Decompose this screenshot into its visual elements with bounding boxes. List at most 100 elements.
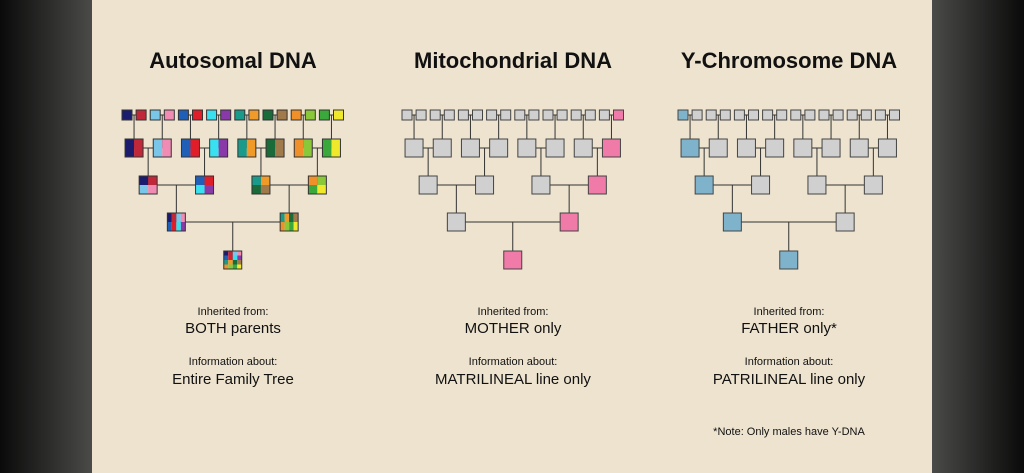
info-label: Information about: [745, 356, 834, 368]
person [790, 109, 802, 121]
person [708, 138, 728, 158]
family-tree: Autosomal DNA Inherited from: BOTH parents… [121, 48, 344, 388]
person [793, 138, 813, 158]
dna-segment [251, 185, 261, 194]
dna-segment [223, 260, 229, 265]
person [248, 109, 260, 121]
person [321, 138, 341, 158]
person [443, 109, 455, 121]
dna-segment [136, 110, 147, 120]
person [748, 109, 759, 121]
dna-segment [134, 139, 144, 157]
person [333, 109, 344, 121]
dna-segment [209, 139, 219, 157]
dna-segment [162, 139, 172, 157]
person [556, 109, 568, 121]
dna-segment [176, 213, 181, 222]
person [677, 109, 689, 121]
dna-segment [218, 139, 228, 157]
person [177, 109, 189, 121]
dna-segment [176, 222, 181, 231]
dna-segment [232, 260, 238, 265]
dna-segment [289, 222, 294, 231]
info-label: Information about: [469, 356, 558, 368]
person [432, 138, 452, 158]
dna-segment [291, 110, 302, 120]
dna-segment [232, 255, 238, 260]
person [877, 138, 897, 158]
person [694, 175, 714, 195]
dna-segment [237, 255, 242, 260]
inherited-value: BOTH parents [185, 320, 281, 337]
dna-segment [204, 185, 214, 194]
person [460, 138, 480, 158]
person [418, 175, 438, 195]
person [514, 109, 526, 121]
dna-segment [237, 139, 247, 157]
person [719, 109, 731, 121]
dna-segment [125, 139, 135, 157]
person [237, 138, 257, 158]
dna-segment [293, 222, 299, 231]
dna-segment [333, 110, 344, 120]
person [598, 109, 610, 121]
person [705, 109, 717, 121]
person [804, 109, 816, 121]
person [404, 138, 424, 158]
person [293, 138, 313, 158]
dna-segment [190, 139, 200, 157]
person [680, 138, 700, 158]
person [472, 109, 483, 121]
dna-segment [331, 139, 341, 157]
right-edge [932, 0, 1024, 473]
dna-segment [232, 251, 238, 256]
person [489, 138, 509, 158]
dna-segment [319, 110, 330, 120]
person [265, 138, 285, 158]
panel-background [92, 0, 932, 473]
person [138, 175, 158, 195]
person [307, 175, 327, 195]
person [874, 109, 886, 121]
dna-segment [305, 110, 316, 120]
dna-segment [280, 213, 285, 222]
person [613, 109, 624, 121]
dna-segment [220, 110, 231, 120]
dna-segment [232, 264, 238, 269]
person [262, 109, 274, 121]
person [736, 138, 756, 158]
person [889, 109, 900, 121]
dna-segment [284, 213, 290, 222]
person [821, 138, 841, 158]
dna-segment [234, 110, 245, 120]
person [486, 109, 498, 121]
person [860, 109, 872, 121]
person [818, 109, 830, 121]
person [318, 109, 330, 121]
dna-segment [228, 255, 233, 260]
dna-segment [317, 176, 327, 185]
dna-segment [308, 176, 318, 185]
person [835, 212, 855, 232]
dna-segment [180, 213, 186, 222]
dna-segment [228, 251, 233, 256]
inherited-label: Inherited from: [198, 306, 269, 318]
person [601, 138, 621, 158]
person [401, 109, 413, 121]
person [528, 109, 540, 121]
dna-segment [289, 213, 294, 222]
person [192, 109, 203, 121]
dna-segment [322, 139, 332, 157]
dna-segment [195, 176, 205, 185]
dna-segment [167, 222, 172, 231]
person [276, 109, 288, 121]
dna-segment [164, 110, 175, 120]
person [545, 138, 565, 158]
person [415, 109, 427, 121]
person [762, 109, 774, 121]
dna-segment [260, 176, 270, 185]
dna-segment [260, 185, 270, 194]
dna-segment [263, 110, 273, 120]
dna-segment [246, 139, 256, 157]
